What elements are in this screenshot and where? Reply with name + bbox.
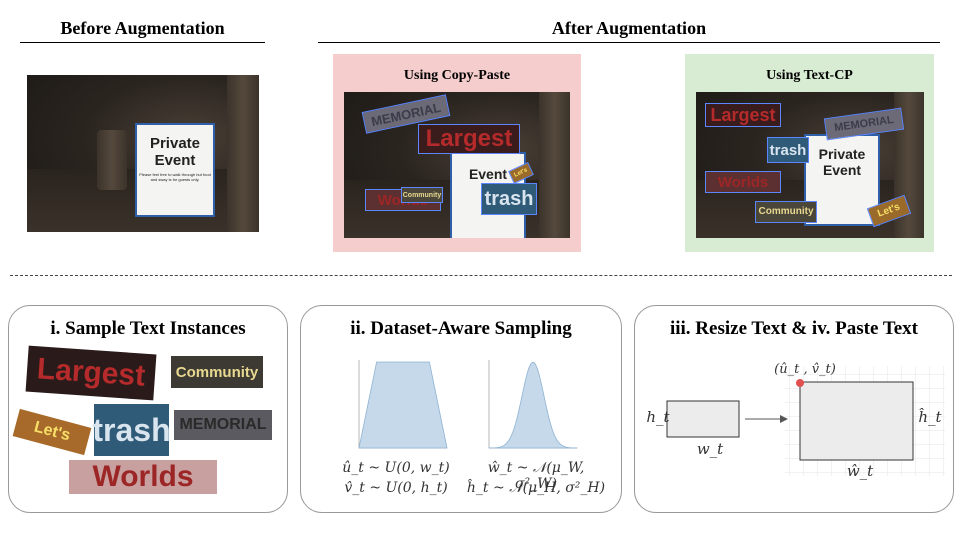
pasted-largest: Largest — [418, 124, 520, 154]
pasted-community: Community — [401, 187, 443, 203]
uniform-density-area — [358, 361, 448, 449]
normal-distribution-chart — [488, 360, 578, 449]
photo-pillar — [539, 92, 570, 238]
sampling-panel: ii. Dataset-Aware Sampling û_t ~ U(0, w_… — [300, 305, 622, 513]
sample-worlds: Worlds — [69, 460, 217, 494]
text-cp-photo: Private Event Largest MEMORIAL trash Wor… — [696, 92, 924, 238]
uniform-distribution-chart — [358, 360, 448, 449]
sampling-title: ii. Dataset-Aware Sampling — [350, 318, 572, 339]
text-cp-panel: Using Text-CP Private Event Largest MEMO… — [685, 54, 934, 252]
photo-planter — [97, 130, 127, 190]
resize-paste-panel: iii. Resize Text & iv. Paste Text h_t w_… — [634, 305, 954, 513]
before-rule — [20, 42, 265, 43]
resized-height-label: ĥ_t — [918, 408, 942, 426]
formula-h: ĥ_t ~ 𝒩(μ_H, σ²_H) — [466, 480, 606, 496]
sample-memorial: MEMORIAL — [174, 410, 272, 440]
formula-u: û_t ~ U(0, w_t) — [342, 460, 450, 476]
sample-text-panel: i. Sample Text Instances Largest Communi… — [8, 305, 288, 513]
sign-line-2: Event — [154, 152, 196, 169]
formula-w: ŵ_t ~ 𝒩(μ_W, σ²_W) — [487, 460, 585, 492]
resize-paste-title: iii. Resize Text & iv. Paste Text — [669, 318, 919, 339]
formula-v: v̂_t ~ U(0, h_t) — [344, 480, 448, 496]
paste-point — [796, 379, 804, 387]
height-label: h_t — [646, 408, 670, 426]
pasted-trash: trash — [481, 183, 537, 215]
sign-line-2: Event — [468, 166, 508, 182]
copy-paste-panel: Using Copy-Paste Event MEMORIAL Largest … — [333, 54, 581, 252]
sign-line-1: Private — [149, 135, 201, 152]
before-augmentation-header: Before Augmentation — [60, 18, 225, 38]
pasted-community: Community — [755, 201, 817, 223]
normal-density-area — [488, 361, 578, 449]
source-text-box — [666, 400, 740, 438]
sign-private-event: Private Event — [804, 134, 880, 226]
sign-line-2: Event — [822, 162, 862, 178]
pasted-trash: trash — [767, 137, 809, 163]
copy-paste-title: Using Copy-Paste — [403, 68, 511, 83]
after-rule — [318, 42, 940, 43]
sign-line-1: Private — [818, 146, 866, 162]
sample-lets: Let's — [12, 408, 92, 456]
dashed-separator — [10, 275, 952, 276]
text-cp-title: Using Text-CP — [766, 68, 853, 83]
pasted-largest: Largest — [705, 103, 781, 127]
photo-pillar — [227, 75, 259, 232]
resize-paste-diagram — [666, 366, 945, 476]
resized-text-box — [799, 381, 914, 461]
sample-community: Community — [171, 356, 263, 388]
paste-point-label: (û_t , v̂_t) — [774, 362, 836, 377]
sample-text-title: i. Sample Text Instances — [50, 318, 246, 339]
resized-width-label: ŵ_t — [846, 462, 874, 480]
sign-private-event: Private Event Please feel free to walk t… — [135, 123, 215, 217]
after-augmentation-header: After Augmentation — [551, 18, 707, 38]
original-photo: Private Event Please feel free to walk t… — [27, 75, 259, 232]
sample-largest: Largest — [25, 345, 157, 401]
pasted-worlds: Worlds — [705, 171, 781, 193]
copy-paste-photo: Event MEMORIAL Largest Worlds Community … — [344, 92, 570, 238]
width-label: w_t — [696, 440, 724, 458]
sample-trash: trash — [92, 404, 171, 456]
sign-fine-print: Please feel free to walk through but foo… — [139, 172, 211, 182]
